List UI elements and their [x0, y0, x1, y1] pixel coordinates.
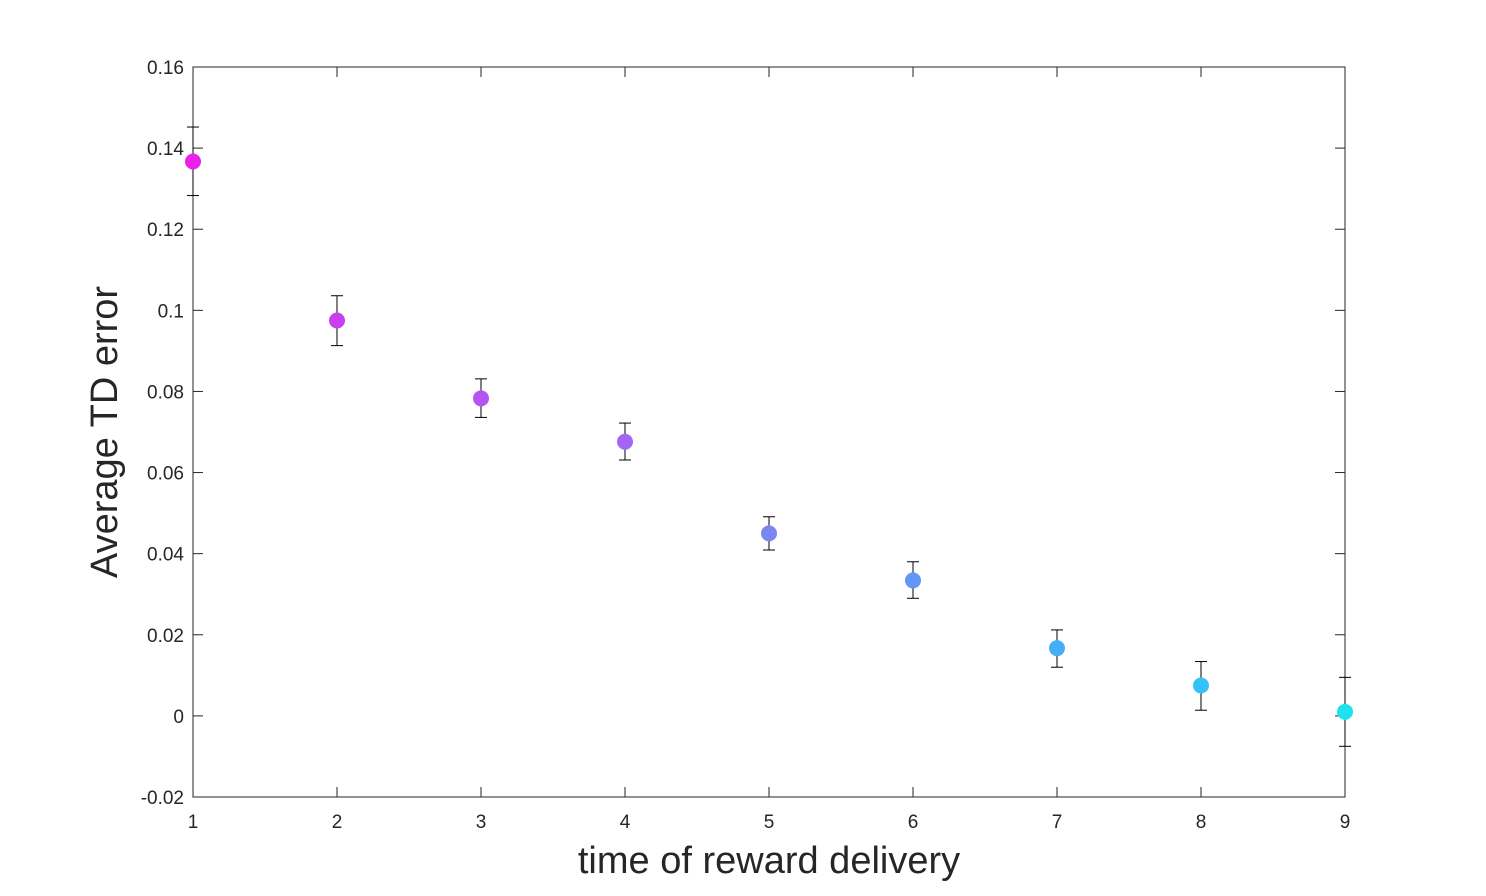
data-point: [473, 390, 489, 407]
data-point: [185, 153, 201, 170]
x-tick-label: 8: [1196, 812, 1207, 833]
x-tick-label: 5: [764, 812, 775, 833]
y-tick-label: 0.06: [147, 464, 184, 485]
axes: 1 2 3 4 5 6 7 8 9 -0.02 0 0.02 0.04 0.06 0.08 0.1 0.12 0.…: [141, 58, 1351, 833]
y-tick-label: 0.04: [147, 545, 184, 566]
y-tick-label: 0.02: [147, 626, 184, 647]
x-tick-label: 4: [620, 812, 631, 833]
data-point: [1049, 640, 1065, 657]
y-tick-label: 0.1: [158, 301, 184, 322]
x-tick-label: 9: [1340, 812, 1351, 833]
x-tick-label: 7: [1052, 812, 1063, 833]
data-point: [617, 433, 633, 450]
x-axis-title: time of reward delivery: [578, 840, 960, 882]
data-point: [905, 572, 921, 589]
data-point: [1193, 677, 1209, 694]
data-point: [329, 312, 345, 329]
data-points: [185, 153, 1353, 720]
y-tick-label: 0.08: [147, 382, 184, 403]
y-axis-title: Average TD error: [84, 286, 126, 579]
y-tick-label: 0.14: [147, 139, 184, 160]
y-tick-label: -0.02: [141, 788, 184, 809]
y-tick-label: 0: [173, 707, 184, 728]
data-point: [761, 525, 777, 542]
y-tick-label: 0.12: [147, 220, 184, 241]
x-tick-label: 2: [332, 812, 343, 833]
x-tick-label: 1: [188, 812, 199, 833]
x-tick-label: 3: [476, 812, 487, 833]
data-point: [1337, 703, 1353, 720]
y-tick-label: 0.16: [147, 58, 184, 79]
x-tick-label: 6: [908, 812, 919, 833]
